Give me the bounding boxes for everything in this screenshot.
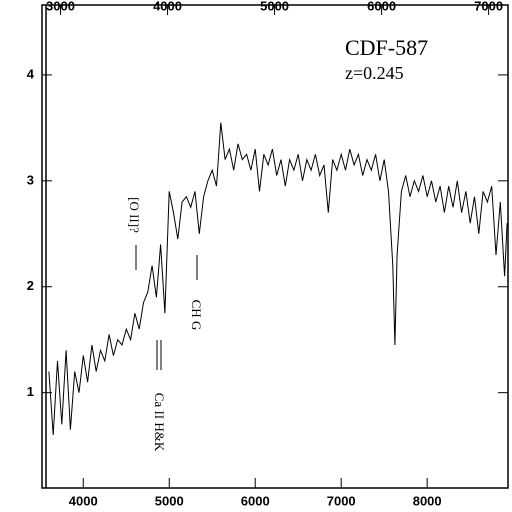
redshift: z=0.245 [345,63,404,83]
plot-frame [41,4,509,489]
y-tick-label: 2 [27,278,34,293]
line-label: Ca II H&K [152,393,167,452]
x-tick-label: 7000 [327,493,356,508]
x-tick-label: 6000 [241,493,270,508]
x2-tick-label: 4000 [153,0,182,13]
line-label: [O II]? [127,197,142,233]
x-tick-label: 4000 [69,493,98,508]
x2-tick-label: 7000 [474,0,503,13]
spectrum-line [48,122,508,436]
x2-tick-label: 3000 [46,0,75,13]
object-name: CDF-587 [345,35,428,60]
y-tick-label: 3 [27,172,34,187]
x2-tick-label: 5000 [260,0,289,13]
y-tick-label: 4 [27,66,35,81]
line-label: CH G [189,300,204,331]
x2-tick-label: 6000 [367,0,396,13]
x-tick-label: 5000 [155,493,184,508]
y-tick-label: 1 [27,384,34,399]
x-tick-label: 8000 [413,493,442,508]
